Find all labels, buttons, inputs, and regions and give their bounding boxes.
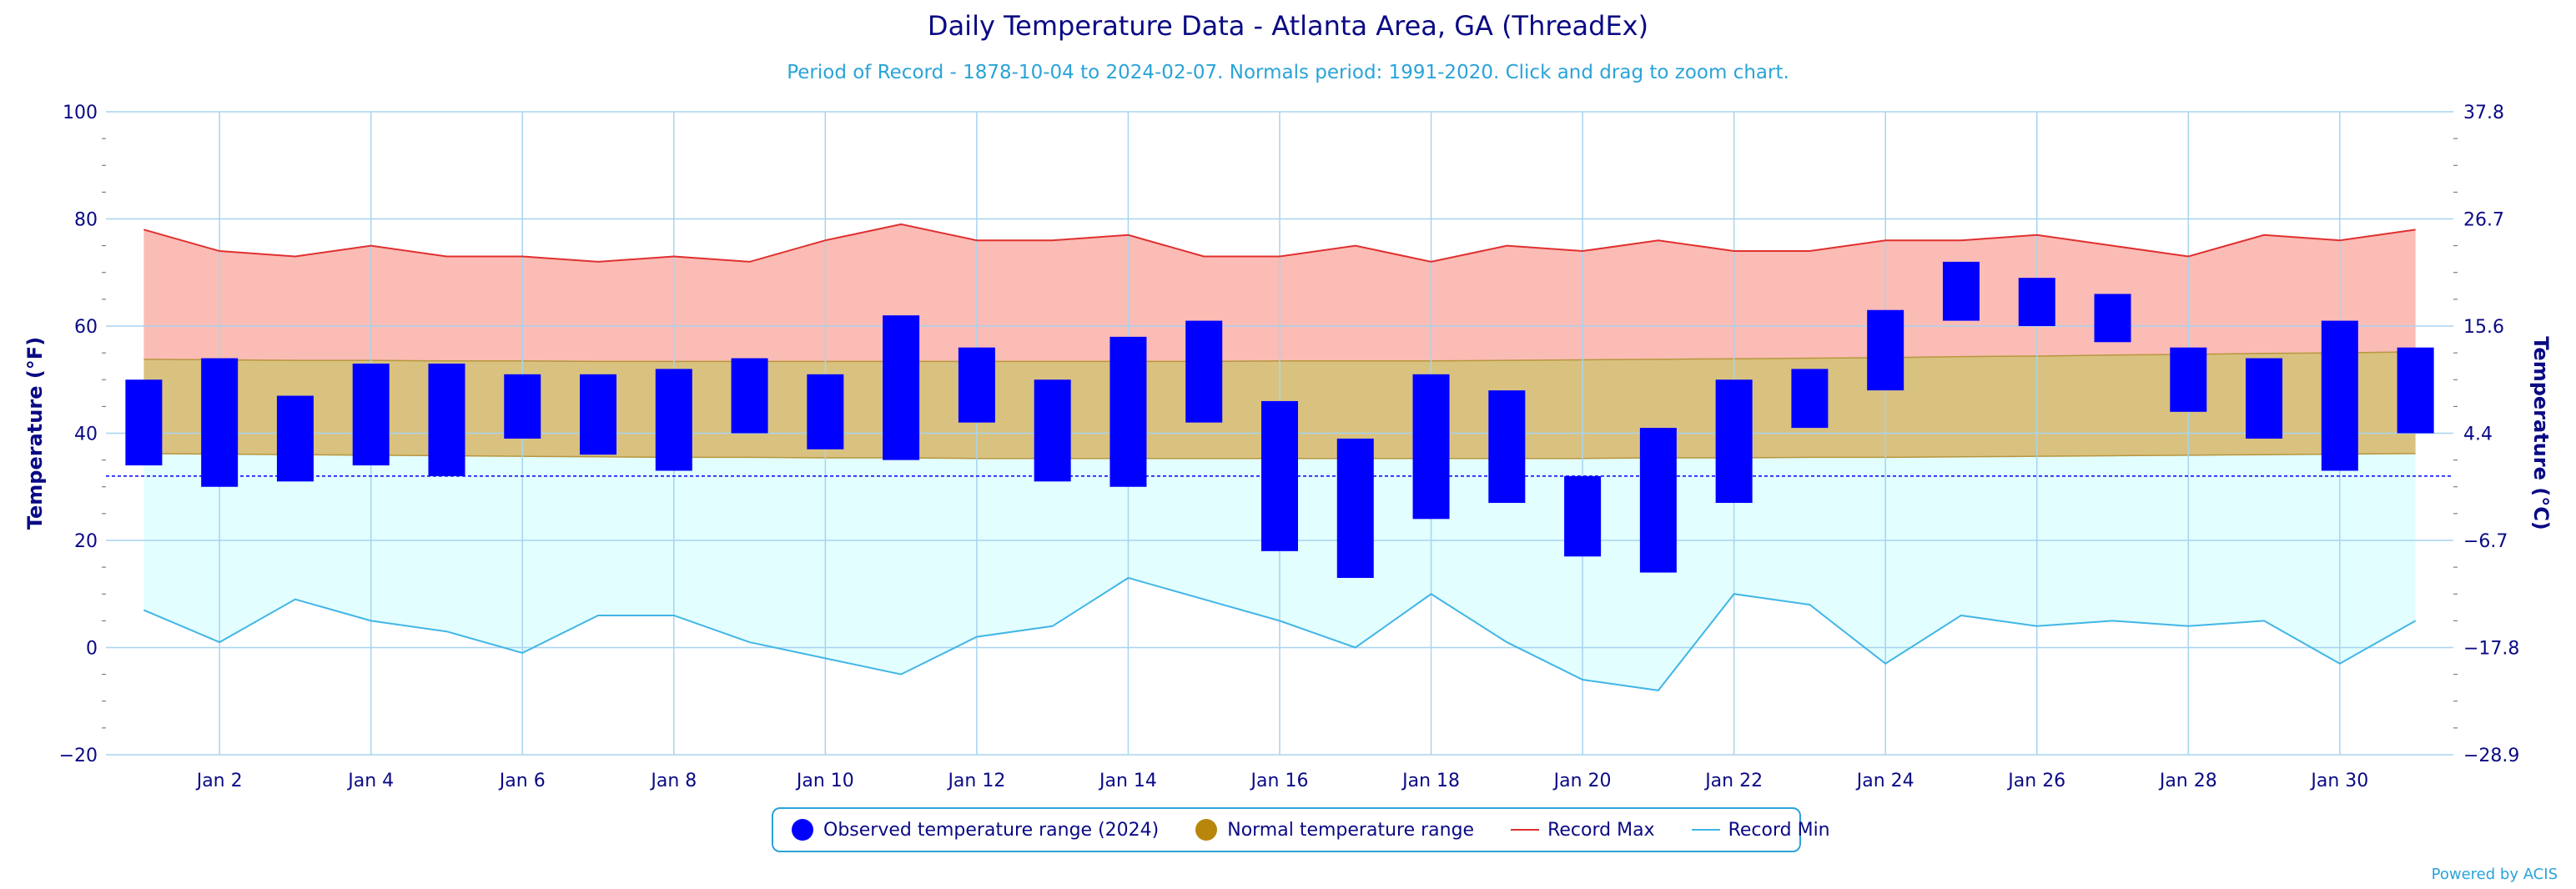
legend-marker (1691, 829, 1720, 831)
chart-legend: Observed temperature range (2024) Normal … (772, 807, 1830, 852)
observed-range-bar[interactable] (1261, 400, 1298, 551)
record-max-line (143, 223, 2416, 263)
y-right-tick-label: −6.7 (2463, 531, 2508, 552)
chart-subtitle: Period of Record - 1878-10-04 to 2024-02… (787, 62, 1789, 83)
legend-marker (792, 819, 813, 841)
y-right-tick-label: −28.9 (2463, 746, 2519, 766)
observed-range-bar[interactable] (1564, 475, 1602, 557)
y-right-tick-label: 26.7 (2463, 210, 2504, 231)
observed-range-bar[interactable] (2246, 358, 2283, 439)
legend-item[interactable]: Observed temperature range (2024) (792, 819, 1159, 841)
observed-range-bar[interactable] (1034, 379, 1071, 482)
legend-item[interactable]: Normal temperature range (1195, 819, 1474, 841)
x-tick-label: Jan 6 (498, 771, 546, 791)
x-tick-label: Jan 8 (649, 771, 697, 791)
legend-label: Record Min (1728, 819, 1830, 841)
y-axis-title: Temperature (°F) (23, 337, 47, 530)
observed-range-bar[interactable] (1942, 261, 1980, 321)
observed-range-bar[interactable] (1185, 320, 1223, 423)
legend-marker (1195, 819, 1218, 841)
y-right-tick-label: 37.8 (2463, 103, 2504, 123)
x-tick-label: Jan 10 (795, 771, 854, 791)
observed-range-bar[interactable] (883, 315, 920, 460)
credits-link[interactable]: Powered by ACIS (2431, 866, 2558, 883)
legend-label: Observed temperature range (2024) (823, 819, 1160, 841)
observed-range-bar[interactable] (2321, 320, 2358, 471)
observed-range-bar[interactable] (2094, 294, 2131, 343)
observed-range-bar[interactable] (1791, 369, 1829, 429)
observed-range-bar[interactable] (125, 379, 163, 466)
y-tick-label: 40 (74, 424, 98, 445)
y-right-tick-label: 15.6 (2463, 317, 2504, 338)
x-tick-label: Jan 12 (946, 771, 1005, 791)
legend-label: Record Max (1547, 819, 1655, 841)
y-tick-label: 100 (63, 103, 98, 123)
legend-item[interactable]: Record Max (1511, 820, 1655, 841)
chart-observed-bars[interactable] (125, 261, 2434, 578)
legend-marker (1511, 829, 1540, 831)
y-right-axis-title: Temperature (°C) (2529, 336, 2553, 530)
x-tick-label: Jan 20 (1552, 771, 1612, 791)
y-right-tick-label: −17.8 (2463, 639, 2519, 660)
observed-range-bar[interactable] (2397, 347, 2434, 434)
x-tick-label: Jan 4 (346, 771, 394, 791)
observed-range-bar[interactable] (1412, 374, 1450, 520)
record-min-line (143, 576, 2417, 691)
x-tick-label: Jan 14 (1098, 771, 1157, 791)
y-right-tick-label: 4.4 (2463, 424, 2493, 445)
x-tick-label: Jan 16 (1250, 771, 1309, 791)
observed-range-bar[interactable] (731, 358, 768, 434)
observed-range-bar[interactable] (1336, 438, 1374, 578)
legend-item[interactable]: Record Min (1691, 819, 1830, 841)
x-tick-label: Jan 24 (1855, 771, 1914, 791)
observed-range-bar[interactable] (807, 374, 844, 450)
y-tick-label: −20 (59, 746, 98, 766)
y-tick-label: 20 (74, 531, 98, 552)
y-tick-label: 0 (86, 639, 98, 660)
observed-range-bar[interactable] (1715, 379, 1753, 504)
observed-range-bar[interactable] (504, 374, 541, 439)
y-tick-label: 80 (74, 210, 98, 231)
observed-range-bar[interactable] (1488, 390, 1526, 504)
observed-range-bar[interactable] (428, 363, 465, 476)
y-tick-label: 60 (74, 317, 98, 338)
x-tick-label: Jan 18 (1401, 771, 1460, 791)
observed-range-bar[interactable] (1639, 428, 1677, 573)
x-tick-label: Jan 30 (2309, 771, 2368, 791)
observed-range-bar[interactable] (580, 374, 617, 455)
x-tick-label: Jan 26 (2006, 771, 2065, 791)
x-tick-label: Jan 22 (1703, 771, 1763, 791)
observed-range-bar[interactable] (958, 347, 995, 423)
observed-range-bar[interactable] (2018, 278, 2055, 326)
observed-range-bar[interactable] (1109, 336, 1147, 487)
legend-label: Normal temperature range (1227, 819, 1475, 841)
observed-range-bar[interactable] (2170, 347, 2207, 412)
chart-title: Daily Temperature Data - Atlanta Area, G… (927, 10, 1649, 42)
observed-range-bar[interactable] (352, 363, 390, 466)
observed-range-bar[interactable] (201, 358, 239, 487)
observed-range-bar[interactable] (655, 369, 692, 471)
chart-axes: −20 0 20 40 60 80 100 −28.9 −17.8 −6.7 4.4 15.6 26.7… (23, 103, 2553, 791)
observed-range-bar[interactable] (1867, 309, 1904, 391)
x-tick-label: Jan 28 (2158, 771, 2217, 791)
x-tick-label: Jan 2 (195, 771, 243, 791)
observed-range-bar[interactable] (276, 395, 314, 482)
